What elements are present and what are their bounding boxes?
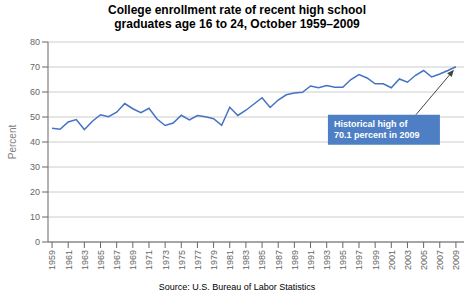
- svg-text:2003: 2003: [403, 250, 413, 270]
- svg-text:1993: 1993: [322, 250, 332, 270]
- svg-text:Percent: Percent: [8, 125, 18, 160]
- svg-text:1967: 1967: [112, 250, 122, 270]
- svg-text:30: 30: [30, 162, 40, 172]
- svg-text:0: 0: [35, 237, 40, 247]
- svg-text:70: 70: [30, 62, 40, 72]
- svg-text:1981: 1981: [225, 250, 235, 270]
- svg-text:2001: 2001: [387, 250, 397, 270]
- svg-text:1965: 1965: [96, 250, 106, 270]
- svg-text:1999: 1999: [371, 250, 381, 270]
- svg-text:1983: 1983: [241, 250, 251, 270]
- svg-text:2007: 2007: [435, 250, 445, 270]
- svg-text:1961: 1961: [64, 250, 74, 270]
- svg-text:1963: 1963: [80, 250, 90, 270]
- svg-text:1959: 1959: [47, 250, 57, 270]
- svg-text:1987: 1987: [274, 250, 284, 270]
- svg-text:1991: 1991: [306, 250, 316, 270]
- svg-text:10: 10: [30, 212, 40, 222]
- svg-text:1977: 1977: [193, 250, 203, 270]
- html-text:graduates age 16 to 24, Octobe: graduates age 16 to 24, October 1959–200…: [114, 17, 360, 31]
- svg-text:1985: 1985: [257, 250, 267, 270]
- svg-text:1995: 1995: [338, 250, 348, 270]
- html-text:Source: U.S. Bureau of Labor S: Source: U.S. Bureau of Labor Statistics: [158, 282, 316, 292]
- svg-text:1969: 1969: [128, 250, 138, 270]
- svg-text:1971: 1971: [144, 250, 154, 270]
- svg-text:20: 20: [30, 187, 40, 197]
- html-text:College enrollment rate of rec: College enrollment rate of recent high s…: [108, 3, 366, 17]
- svg-text:50: 50: [30, 112, 40, 122]
- svg-text:1975: 1975: [177, 250, 187, 270]
- svg-text:1979: 1979: [209, 250, 219, 270]
- svg-text:80: 80: [30, 37, 40, 47]
- svg-text:1989: 1989: [290, 250, 300, 270]
- svg-text:1997: 1997: [354, 250, 364, 270]
- svg-text:60: 60: [30, 87, 40, 97]
- svg-text:2009: 2009: [451, 250, 461, 270]
- svg-text:2005: 2005: [419, 250, 429, 270]
- svg-text:1973: 1973: [161, 250, 171, 270]
- svg-text:Historical high of70.1 percent: Historical high of70.1 percent in 2009: [334, 119, 420, 140]
- svg-text:40: 40: [30, 137, 40, 147]
